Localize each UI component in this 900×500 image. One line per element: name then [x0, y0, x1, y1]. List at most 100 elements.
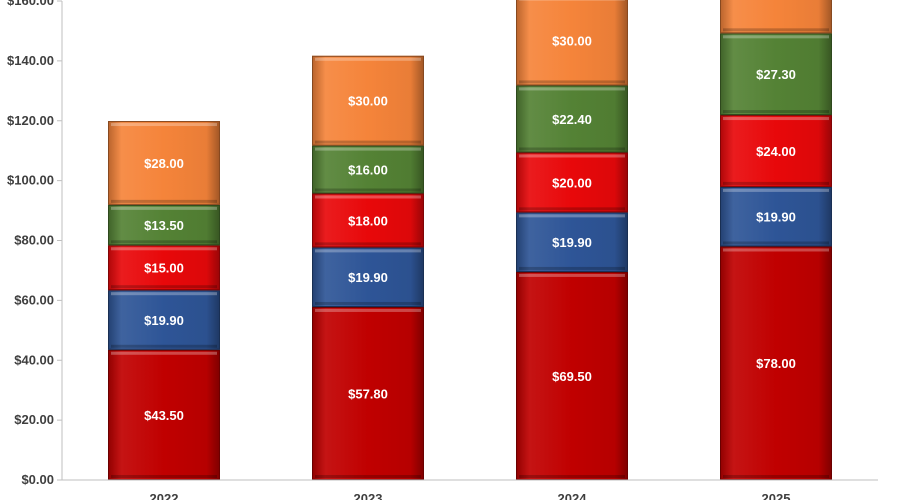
bar-outline	[312, 247, 424, 307]
bar-segment: $30.00	[516, 0, 628, 86]
data-label: $19.90	[552, 235, 592, 250]
data-label: $16.00	[348, 163, 388, 178]
bar-bevel-top	[315, 57, 421, 61]
data-label: $27.30	[756, 67, 796, 82]
bar-segment: $15.00	[108, 245, 220, 291]
bars: $43.50 $19.90 $15.00 $13.50 $28.00 $57.80 $19.…	[108, 0, 832, 481]
bar	[516, 271, 628, 480]
bar	[720, 115, 832, 187]
bar	[108, 121, 220, 205]
bar-outline	[312, 55, 424, 146]
bar-segment: $30.00	[312, 55, 424, 146]
bar	[108, 290, 220, 350]
bar-segment: $13.50	[108, 204, 220, 246]
bar-bevel-bottom	[315, 475, 421, 478]
bar-segment: $57.80	[312, 306, 424, 480]
bar	[108, 349, 220, 480]
bar-segment: $16.00	[312, 145, 424, 194]
bar-bevel-bottom	[111, 240, 217, 244]
bar	[720, 186, 832, 247]
bar-segment: $69.50	[516, 271, 628, 481]
data-label: $57.80	[348, 386, 388, 401]
bar-outline	[516, 85, 628, 153]
bar	[108, 245, 220, 291]
bar-outline	[720, 186, 832, 247]
bar-segment: $28.00	[108, 121, 220, 205]
bar-bevel-top	[111, 123, 217, 127]
bar-bevel-top	[519, 273, 625, 277]
y-tick-label: $40.00	[14, 352, 54, 367]
data-label: $19.90	[756, 210, 796, 225]
data-label: $78.00	[756, 356, 796, 371]
bar	[312, 55, 424, 146]
bar-bevel-bottom	[723, 241, 829, 245]
data-label: $22.40	[552, 112, 592, 127]
bar	[108, 204, 220, 246]
bar-outline	[312, 193, 424, 248]
bar-bevel-bottom	[519, 80, 625, 84]
bar-bevel-bottom	[519, 475, 625, 478]
y-axis: $0.00 $20.00 $40.00 $60.00 $80.00 $100.00 $120…	[7, 0, 63, 487]
bar-bevel-bottom	[315, 301, 421, 305]
bar	[312, 306, 424, 480]
bar-segment: $19.90	[312, 247, 424, 307]
bar-bevel-top	[315, 195, 421, 199]
bar-outline	[720, 115, 832, 187]
bar-outline	[108, 204, 220, 246]
data-label: $19.90	[348, 270, 388, 285]
bar-bevel-top	[315, 249, 421, 253]
bar-segment: $20.00	[516, 152, 628, 213]
bar-segment: $18.00	[312, 193, 424, 248]
x-axis: 2022 2023 2024 2025	[62, 479, 878, 500]
data-label: $24.00	[756, 144, 796, 159]
data-label: $20.00	[552, 175, 592, 190]
bar	[516, 0, 628, 86]
bar-bevel-top	[315, 308, 421, 312]
bar-outline	[516, 212, 628, 272]
bar-segment: $19.90	[516, 212, 628, 272]
bar-bevel-bottom	[111, 475, 217, 478]
bar-bevel-bottom	[519, 207, 625, 211]
x-tick-label: 2022	[150, 491, 179, 500]
bar-bevel-bottom	[723, 110, 829, 114]
bar	[312, 193, 424, 248]
bar-outline	[108, 121, 220, 205]
bar-bevel-bottom	[519, 147, 625, 151]
bar-bevel-top	[111, 206, 217, 210]
bar	[516, 212, 628, 272]
data-label: $18.00	[348, 213, 388, 228]
bar-outline	[516, 152, 628, 213]
bar	[516, 85, 628, 153]
y-tick-label: $120.00	[7, 113, 54, 128]
bar-bevel-bottom	[723, 181, 829, 185]
bar	[312, 247, 424, 307]
bar-bevel-top	[111, 247, 217, 251]
bar-bevel-bottom	[315, 242, 421, 246]
bar	[720, 0, 832, 34]
bar-bevel-bottom	[315, 140, 421, 144]
y-tick-label: $0.00	[21, 472, 54, 487]
bar-bevel-top	[723, 248, 829, 252]
bar-bevel-top	[723, 188, 829, 192]
bar-bevel-top	[519, 214, 625, 218]
data-label: $30.00	[552, 34, 592, 49]
bar-outline	[108, 290, 220, 350]
x-tick-label: 2024	[558, 491, 588, 500]
bar-outline	[720, 0, 832, 34]
bar-bevel-bottom	[315, 188, 421, 192]
bar-bevel-top	[315, 147, 421, 151]
bar-bevel-bottom	[111, 285, 217, 289]
y-tick-label: $140.00	[7, 53, 54, 68]
data-label: $69.50	[552, 369, 592, 384]
y-tick-label: $160.00	[7, 0, 54, 8]
data-label: $15.00	[144, 261, 184, 276]
bar-bevel-top	[723, 117, 829, 121]
bar-bevel-top	[723, 35, 829, 39]
y-tick-label: $60.00	[14, 292, 54, 307]
bar-bevel-top	[111, 292, 217, 296]
bar-bevel-bottom	[723, 475, 829, 478]
data-label: $28.00	[144, 156, 184, 171]
x-tick-label: 2025	[762, 491, 791, 500]
bar-bevel-top	[519, 0, 625, 1]
